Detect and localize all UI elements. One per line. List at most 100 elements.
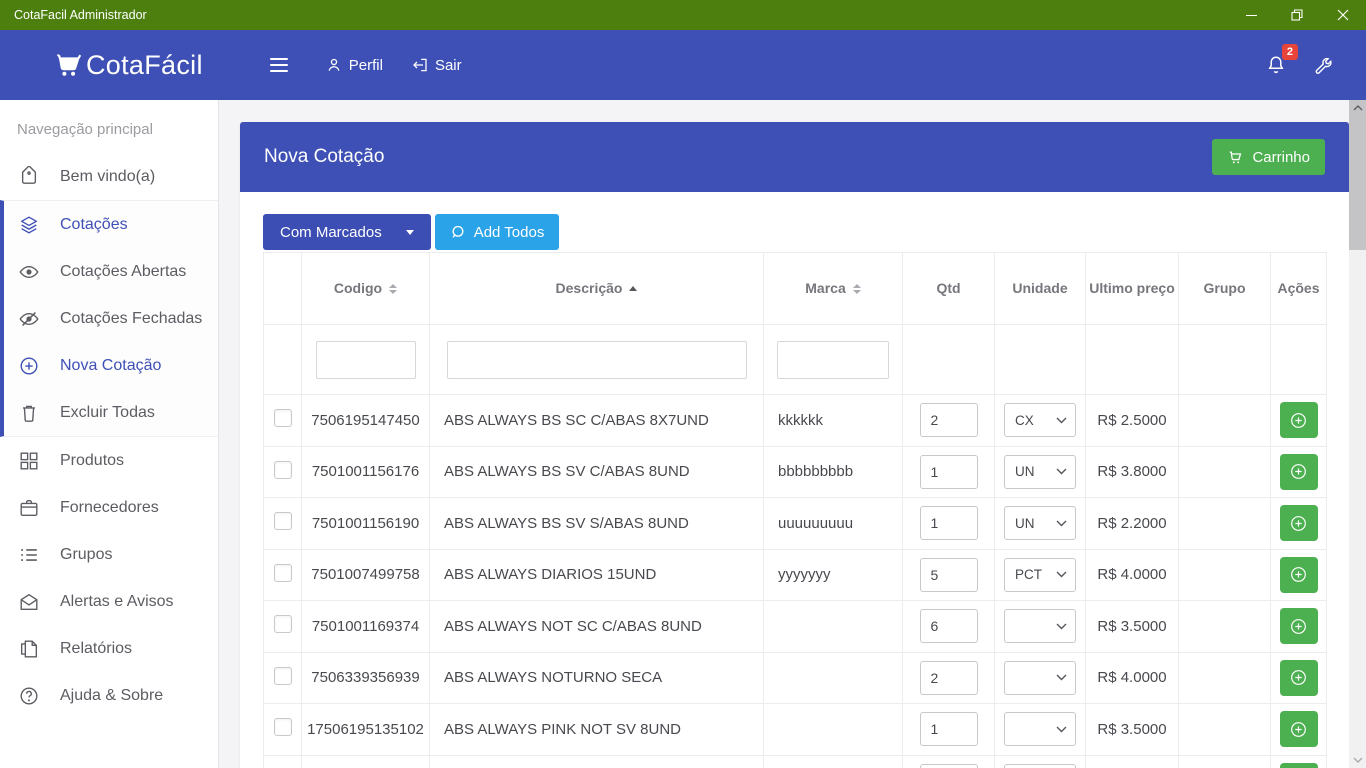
unit-select[interactable] — [1004, 763, 1076, 768]
row-checkbox[interactable] — [273, 563, 292, 582]
add-row-button[interactable] — [1279, 505, 1318, 542]
brand-logo[interactable]: CotaFácil — [52, 49, 203, 81]
row-checkbox[interactable] — [273, 409, 292, 428]
plus-circle-icon — [1291, 721, 1306, 737]
row-brand — [763, 754, 903, 768]
scrollbar-thumb[interactable] — [1349, 100, 1366, 250]
table-row: 7501007499758 ABS ALWAYS DIARIOS 15UND y… — [263, 548, 1327, 601]
qty-input[interactable] — [919, 609, 978, 644]
sidebar-item-excluir-todas[interactable]: Excluir Todas — [4, 389, 218, 436]
sidebar-item-cotacoes-abertas[interactable]: Cotações Abertas — [4, 248, 218, 295]
plus-circle-icon — [1291, 670, 1306, 686]
sidebar-item-cotacoes[interactable]: Cotações — [4, 201, 218, 248]
sidebar-item-grupos[interactable]: Grupos — [0, 531, 218, 578]
row-brand: kkkkkk — [763, 394, 903, 447]
row-checkbox[interactable] — [273, 460, 292, 479]
sidebar-item-label: Bem vindo(a) — [60, 167, 156, 185]
qty-input[interactable] — [919, 506, 978, 541]
add-row-button[interactable] — [1279, 402, 1318, 439]
profile-link[interactable]: Perfil — [325, 56, 383, 74]
sidebar-item-nova-cotacao[interactable]: Nova Cotação — [4, 342, 218, 389]
add-row-button[interactable] — [1279, 659, 1318, 696]
unit-select[interactable] — [1004, 712, 1076, 747]
with-marked-dropdown-button[interactable]: Com Marcados — [263, 214, 431, 250]
row-code: 7506339356939 — [301, 651, 430, 704]
add-row-button[interactable] — [1279, 608, 1318, 645]
row-checkbox[interactable] — [273, 718, 292, 737]
products-table: Codigo Descrição Marca Qtd — [263, 252, 1327, 768]
add-row-button[interactable] — [1279, 762, 1318, 768]
unit-select[interactable] — [1004, 660, 1076, 695]
unit-select[interactable]: PCT — [1004, 557, 1076, 592]
sidebar-item-cotacoes-fechadas[interactable]: Cotações Fechadas — [4, 295, 218, 342]
close-icon — [1337, 9, 1349, 21]
table-toolbar: Com Marcados Add Todos — [263, 214, 1326, 250]
sort-asc-icon — [629, 286, 638, 291]
vertical-scrollbar[interactable] — [1349, 100, 1366, 768]
scroll-down-icon[interactable] — [1349, 757, 1366, 763]
sidebar-item-produtos[interactable]: Produtos — [0, 437, 218, 484]
descricao-filter-input[interactable] — [446, 340, 747, 379]
row-code: 7501001156190 — [301, 497, 430, 550]
column-header-marca[interactable]: Marca — [763, 252, 903, 325]
settings-button[interactable] — [1313, 55, 1334, 76]
column-header-ultimo-preco: Ultimo preço — [1085, 252, 1179, 325]
row-price: R$ 3.8000 — [1085, 445, 1179, 498]
sidebar-item-alertas[interactable]: Alertas e Avisos — [0, 578, 218, 625]
cart-button[interactable]: Carrinho — [1212, 139, 1325, 175]
minimize-button[interactable] — [1228, 0, 1274, 30]
sidebar: Navegação principal Bem vindo(a) Cotaçõe… — [0, 100, 219, 768]
hamburger-menu-icon[interactable] — [265, 53, 293, 78]
sidebar-item-label: Excluir Todas — [60, 403, 155, 421]
codigo-filter-input[interactable] — [315, 340, 416, 379]
sidebar-item-relatorios[interactable]: Relatórios — [0, 625, 218, 672]
unit-select[interactable]: UN — [1004, 506, 1076, 541]
row-code — [301, 754, 430, 768]
profile-label: Perfil — [348, 56, 383, 74]
sidebar-item-ajuda[interactable]: Ajuda & Sobre — [0, 672, 218, 719]
sidebar-item-label: Fornecedores — [60, 498, 159, 516]
close-button[interactable] — [1320, 0, 1366, 30]
help-circle-icon — [20, 687, 38, 704]
qty-input[interactable] — [919, 660, 978, 695]
unit-select[interactable]: CX — [1004, 403, 1076, 438]
row-checkbox[interactable] — [273, 666, 292, 685]
add-row-button[interactable] — [1279, 711, 1318, 748]
row-brand — [763, 600, 903, 653]
row-price: R$ 2.5000 — [1085, 394, 1179, 447]
brand-name: CotaFácil — [86, 49, 203, 80]
scroll-up-icon[interactable] — [1349, 105, 1366, 111]
logout-link[interactable]: Sair — [411, 56, 462, 74]
qty-input[interactable] — [919, 763, 978, 768]
unit-select[interactable] — [1004, 609, 1076, 644]
add-row-button[interactable] — [1279, 453, 1318, 490]
qty-input[interactable] — [919, 454, 978, 489]
column-header-codigo[interactable]: Codigo — [301, 252, 430, 325]
person-icon — [328, 58, 340, 71]
marca-filter-input[interactable] — [777, 340, 889, 379]
add-all-label: Add Todos — [473, 223, 545, 241]
row-checkbox[interactable] — [273, 615, 292, 634]
notifications-button[interactable]: 2 — [1265, 44, 1298, 76]
qty-input[interactable] — [919, 712, 978, 747]
table-row — [263, 754, 1327, 768]
unit-select[interactable]: UN — [1004, 454, 1076, 489]
row-code: 7506195147450 — [301, 394, 430, 447]
qty-input[interactable] — [919, 557, 978, 592]
row-checkbox[interactable] — [273, 512, 292, 531]
exit-icon — [413, 58, 427, 72]
add-row-button[interactable] — [1279, 556, 1318, 593]
briefcase-icon — [20, 499, 38, 516]
table-row: 7501001156176 ABS ALWAYS BS SV C/ABAS 8U… — [263, 445, 1327, 498]
eye-slash-icon — [19, 311, 39, 326]
cart-logo-icon — [56, 54, 82, 76]
column-header-descricao[interactable]: Descrição — [429, 252, 764, 325]
row-description: ABS ALWAYS NOTURNO SECA — [429, 651, 764, 704]
add-all-button[interactable]: Add Todos — [434, 214, 560, 250]
sidebar-item-bem-vindo[interactable]: Bem vindo(a) — [0, 153, 218, 200]
qty-input[interactable] — [919, 403, 978, 438]
unit-value: UN — [1015, 464, 1035, 480]
window-title: CotaFacil Administrador — [14, 8, 147, 22]
restore-button[interactable] — [1274, 0, 1320, 30]
sidebar-item-fornecedores[interactable]: Fornecedores — [0, 484, 218, 531]
